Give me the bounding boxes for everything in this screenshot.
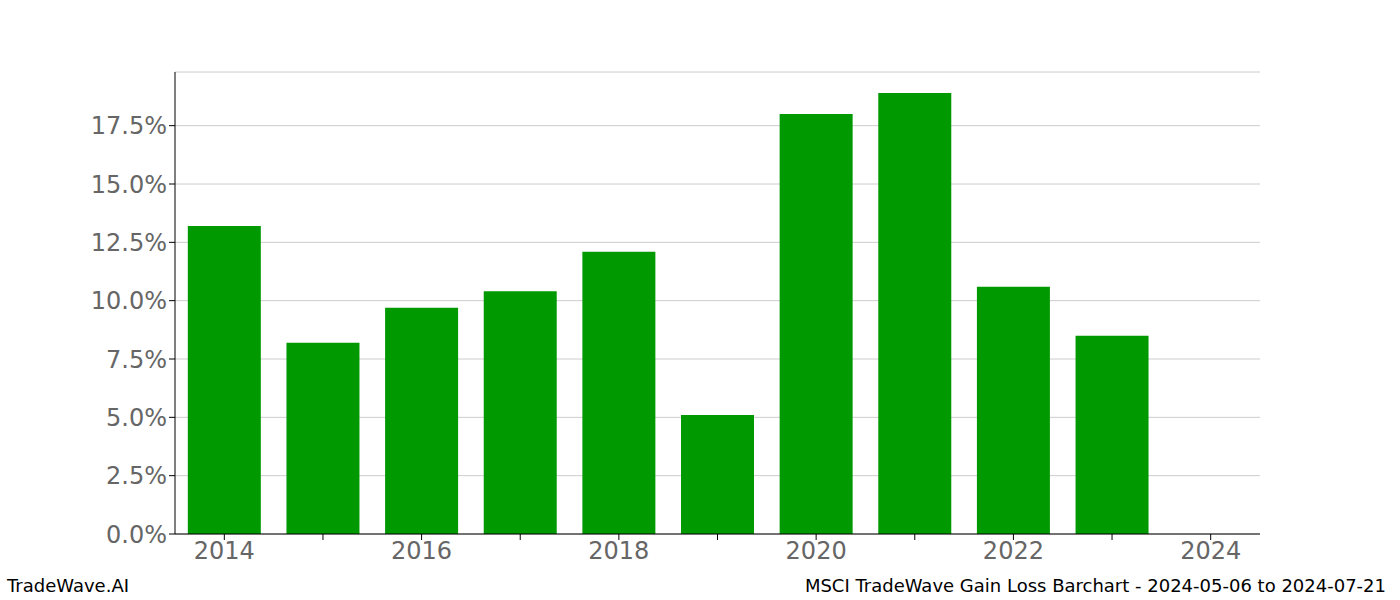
html-text:TradeWave.AI: TradeWave.AI: [7, 575, 129, 596]
svg-text:15.0%: 15.0%: [91, 171, 167, 199]
svg-text:5.0%: 5.0%: [106, 404, 167, 432]
svg-text:2024: 2024: [1180, 537, 1241, 565]
svg-text:10.0%: 10.0%: [91, 287, 167, 315]
svg-text:2014: 2014: [194, 537, 255, 565]
html-text:MSCI TradeWave Gain Loss Barch: MSCI TradeWave Gain Loss Barchart - 2024…: [804, 575, 1386, 596]
svg-text:2016: 2016: [391, 537, 452, 565]
svg-text:17.5%: 17.5%: [91, 112, 167, 140]
svg-text:7.5%: 7.5%: [106, 346, 167, 374]
svg-text:2020: 2020: [786, 537, 847, 565]
svg-text:2022: 2022: [983, 537, 1044, 565]
svg-text:2.5%: 2.5%: [106, 462, 167, 490]
svg-text:2018: 2018: [588, 537, 649, 565]
svg-text:0.0%: 0.0%: [106, 521, 167, 549]
svg-text:12.5%: 12.5%: [91, 229, 167, 257]
